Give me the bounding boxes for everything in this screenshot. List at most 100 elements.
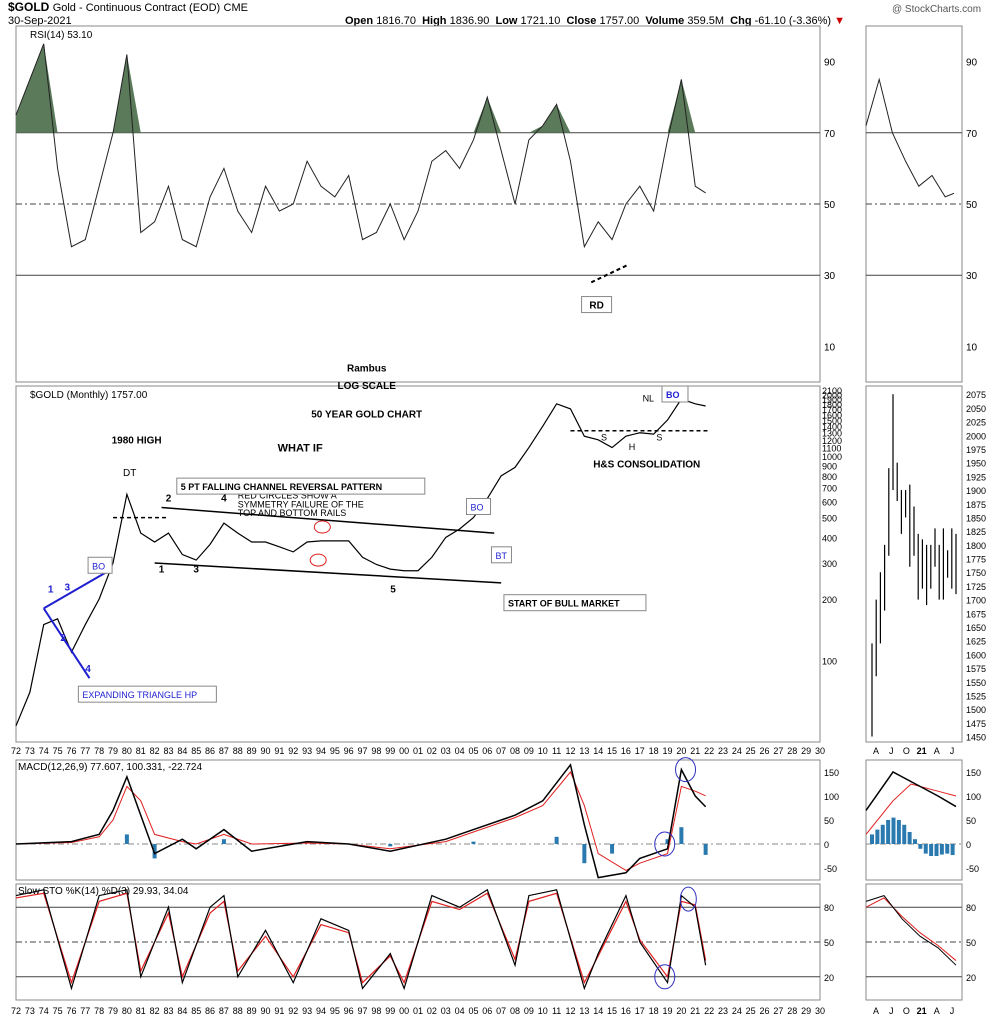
price-x-tick: 87 xyxy=(219,746,229,756)
channel-pattern-label: 5 PT FALLING CHANNEL REVERSAL PATTERN xyxy=(181,482,382,492)
sto-x-tick: 28 xyxy=(787,1006,797,1016)
macd-circle-bottom xyxy=(654,831,676,857)
macd-hist-bar xyxy=(471,841,476,844)
bt-label: BT xyxy=(495,551,507,561)
inset-x-tick: O xyxy=(903,746,910,756)
macd-inset-hist xyxy=(934,844,939,856)
inset-price-tick: 1975 xyxy=(966,445,986,455)
bo-label-3-box xyxy=(661,385,689,403)
triangle-top-line xyxy=(43,568,113,610)
bo-label-1-box xyxy=(87,556,113,574)
description: Gold - Continuous Contract (EOD) xyxy=(52,2,221,14)
rsi-inset-tick-label: 50 xyxy=(966,200,978,211)
sto-x-tick: 10 xyxy=(538,1006,548,1016)
sto-tick: 80 xyxy=(824,903,834,913)
sto-x-tick: 22 xyxy=(704,1006,714,1016)
triangle-point-label: 3 xyxy=(65,583,71,594)
price-x-tick: 24 xyxy=(732,746,742,756)
price-annotation: SYMMETRY FAILURE OF THE xyxy=(238,500,364,510)
channel-point-label: 2 xyxy=(166,493,172,504)
sto-x-tick: 86 xyxy=(205,1006,215,1016)
sto-x-tick: 94 xyxy=(316,1006,326,1016)
sto-tick: 50 xyxy=(824,938,834,948)
price-x-tick: 73 xyxy=(25,746,35,756)
low-value: 1721.10 xyxy=(520,15,561,27)
sto-x-tick: 06 xyxy=(482,1006,492,1016)
price-x-tick: 94 xyxy=(316,746,326,756)
rsi-inset-tick-label: 10 xyxy=(966,342,978,353)
price-x-tick: 00 xyxy=(399,746,409,756)
macd-label: MACD(12,26,9) 77.607, 100.331, -22.724 xyxy=(18,762,202,773)
macd-inset-hist xyxy=(870,834,874,844)
red-circle-top xyxy=(313,520,331,534)
price-x-tick: 16 xyxy=(621,746,631,756)
sto-x-tick: 08 xyxy=(510,1006,520,1016)
price-x-tick: 93 xyxy=(302,746,312,756)
price-x-tick: 95 xyxy=(330,746,340,756)
high-value: 1836.90 xyxy=(449,15,490,27)
price-tick-label: 1500 xyxy=(822,416,842,426)
sto-inset-d xyxy=(865,897,957,961)
inset-price-tick: 1775 xyxy=(966,555,986,565)
expanding-triangle-label: EXPANDING TRIANGLE HP xyxy=(82,690,197,700)
price-x-tick: 79 xyxy=(108,746,118,756)
price-x-tick: 25 xyxy=(746,746,756,756)
sto-x-tick: 17 xyxy=(635,1006,645,1016)
bo-label-3: BO xyxy=(666,390,680,400)
sto-x-tick: 88 xyxy=(233,1006,243,1016)
left-shoulder-label: S xyxy=(601,433,607,443)
price-x-tick: 83 xyxy=(163,746,173,756)
macd-inset-hist xyxy=(902,824,907,844)
sto-x-tick: 82 xyxy=(150,1006,160,1016)
macd-hist-bar xyxy=(610,844,615,854)
macd-hist-bar xyxy=(124,834,129,844)
inset-price-tick: 1550 xyxy=(966,678,986,688)
inset-price-tick: 1725 xyxy=(966,582,986,592)
price-tick-label: 1200 xyxy=(822,436,842,446)
macd-tick: 150 xyxy=(824,768,839,778)
price-x-tick: 81 xyxy=(136,746,146,756)
inset-price-tick: 1600 xyxy=(966,650,986,660)
bo-label-1: BO xyxy=(92,561,105,571)
sto-x-tick: 30 xyxy=(815,1006,825,1016)
inset-frame-macd xyxy=(865,759,963,881)
inset-price-tick: 1650 xyxy=(966,623,986,633)
sto-inset-k xyxy=(865,895,957,966)
price-x-tick: 13 xyxy=(579,746,589,756)
sto-x-tick: 00 xyxy=(399,1006,409,1016)
bull-market-label-box xyxy=(503,594,647,612)
price-tick-label: 1900 xyxy=(822,395,842,405)
price-x-tick: 29 xyxy=(801,746,811,756)
channel-bottom-rail xyxy=(154,562,502,584)
macd-inset-hist xyxy=(880,824,885,844)
price-x-tick: 91 xyxy=(274,746,284,756)
inset-price-tick: 1900 xyxy=(966,486,986,496)
macd-hist-bar xyxy=(152,844,157,859)
macd-inset-hist xyxy=(939,844,944,855)
head-label: H xyxy=(629,442,636,452)
macd-inset-tick: 100 xyxy=(966,792,981,802)
sto-x-tick: 76 xyxy=(66,1006,76,1016)
price-x-tick: 01 xyxy=(413,746,423,756)
inset-x-tick: A xyxy=(873,746,879,756)
sto-x-tick: 74 xyxy=(39,1006,49,1016)
price-x-tick: 10 xyxy=(538,746,548,756)
red-circle-bottom xyxy=(309,553,327,567)
rsi-tick-label: 10 xyxy=(824,342,836,353)
exchange: CME xyxy=(223,2,248,14)
macd-line xyxy=(15,763,707,879)
ohlc-readout: Open 1816.70 High 1836.90 Low 1721.10 Cl… xyxy=(345,15,846,27)
copyright: @ StockCharts.com xyxy=(892,4,982,15)
sto-x-tick: 73 xyxy=(25,1006,35,1016)
sto-tick: 20 xyxy=(824,973,834,983)
inset-x-tick: J xyxy=(889,746,894,756)
inset-sto-x-tick: J xyxy=(950,1006,955,1016)
rsi-divergence-line xyxy=(590,263,630,284)
macd-hist-bar xyxy=(703,844,708,855)
sto-x-tick: 79 xyxy=(108,1006,118,1016)
price-tick-label: 1100 xyxy=(822,444,841,454)
inset-price-tick: 2050 xyxy=(966,404,986,414)
price-x-tick: 99 xyxy=(385,746,395,756)
price-tick-label: 700 xyxy=(822,484,837,494)
inset-price-tick: 1675 xyxy=(966,609,986,619)
